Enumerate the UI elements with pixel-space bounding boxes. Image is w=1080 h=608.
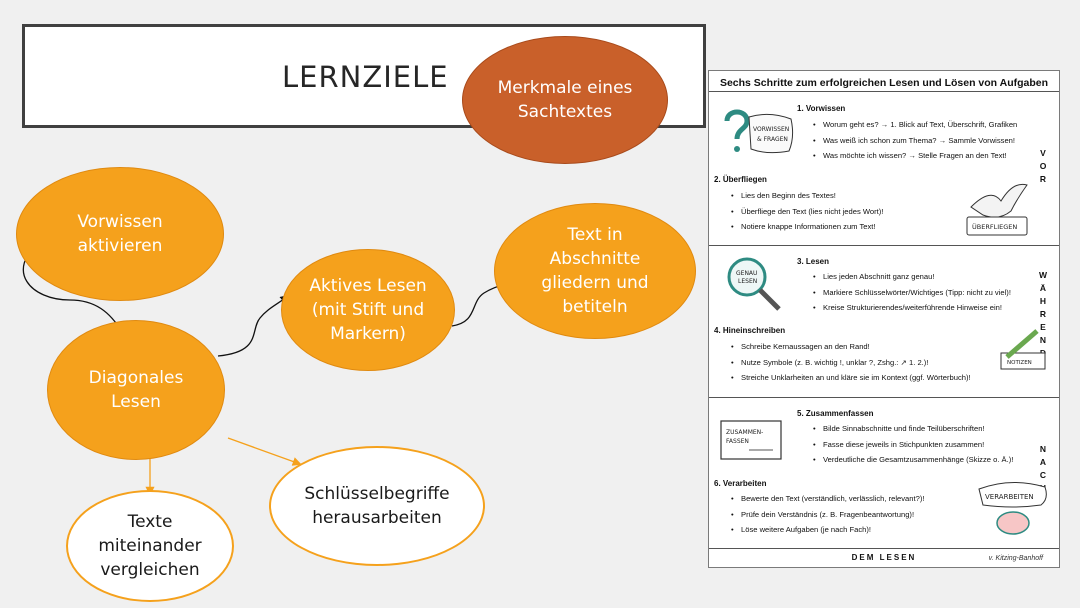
bubble-text-gliedern: Text in Abschnitte gliedern und betiteln <box>494 203 696 339</box>
list-item: Lies den Beginn des Textes! <box>731 188 883 204</box>
step-3-list: Lies jeden Abschnitt ganz genau! Markier… <box>813 269 1011 316</box>
list-item: Notiere knappe Informationen zum Text! <box>731 219 883 235</box>
step-5-heading: 5. Zusammenfassen <box>797 409 874 418</box>
bubble-label: Schlüsselbegriffe heraus­arbeiten <box>304 484 450 528</box>
list-item: Streiche Unklarheiten an und kläre sie i… <box>731 370 971 386</box>
list-item: Schreibe Kernaussagen an den Rand! <box>731 339 971 355</box>
step-1-heading: 1. Vorwissen <box>797 104 846 113</box>
bubble-label: Merkmale eines Sachtextes <box>497 78 633 122</box>
sketch-label: GENAU <box>736 270 757 277</box>
step-2-list: Lies den Beginn des Textes! Überfliege d… <box>731 188 883 235</box>
sketch-label: & FRAGEN <box>757 136 788 143</box>
list-item: Bilde Sinnabschnitte und finde Teilübers… <box>813 421 1013 437</box>
divider <box>709 245 1059 246</box>
bubble-merkmale-sachtext: Merkmale eines Sachtextes <box>462 36 668 164</box>
list-item: Bewerte den Text (verständlich, verlässl… <box>731 491 924 507</box>
step-6-list: Bewerte den Text (verständlich, verlässl… <box>731 491 924 538</box>
sketch-label: ÜBERFLIEGEN <box>972 222 1017 231</box>
brain-sketch-icon: VERARBEITEN <box>978 481 1047 535</box>
step-3-heading: 3. Lesen <box>797 257 830 266</box>
bubble-label: Diagonales Lesen <box>88 368 184 412</box>
list-item: Verdeutliche die Gesamtzusammenhänge (Sk… <box>813 452 1013 468</box>
arrow-vorwissen-diagonales <box>22 241 123 334</box>
list-item: Was weiß ich schon zum Thema? → Sammle V… <box>813 133 1017 149</box>
bubble-diagonales-lesen: Diagonales Lesen <box>47 320 225 460</box>
bubble-schluesselbegriffe: Schlüsselbegriffe heraus­arbeiten <box>269 446 485 566</box>
sketch-label: LESEN <box>738 278 757 285</box>
arrow-diagonales-schluessel <box>227 437 302 466</box>
bubble-aktives-lesen: Aktives Lesen (mit Stift und Markern) <box>281 249 455 371</box>
sketch-label: VERARBEITEN <box>985 493 1034 501</box>
step-4-list: Schreibe Kernaussagen an den Rand! Nutze… <box>731 339 971 386</box>
divider <box>709 548 1059 549</box>
list-item: Nutze Symbole (z. B. wichtig !, unklar ?… <box>731 355 971 371</box>
sketch-label: NOTIZEN <box>1007 360 1032 366</box>
sketch-label: VORWISSEN <box>753 126 789 133</box>
list-item: Kreise Strukturierendes/weiterführende H… <box>813 300 1011 316</box>
panel-title: Sechs Schritte zum erfolgreichen Lesen u… <box>719 77 1049 89</box>
pencil-notes-sketch-icon: NOTIZEN <box>1000 329 1046 370</box>
step-2-heading: 2. Überfliegen <box>714 175 767 184</box>
question-mark-sketch-icon: VORWISSEN & FRAGEN <box>724 109 794 154</box>
list-item: Überfliege den Text (lies nicht jedes Wo… <box>731 204 883 220</box>
list-item: Worum geht es? → 1. Blick auf Text, Über… <box>813 117 1017 133</box>
sketch-label: ZUSAMMEN- <box>726 429 763 436</box>
author-signature: v. Kitzing-Banhoff <box>988 555 1043 562</box>
divider <box>709 397 1059 398</box>
magnifier-sketch-icon: GENAU LESEN <box>727 257 781 311</box>
list-item: Was möchte ich wissen? → Stelle Fragen a… <box>813 148 1017 164</box>
bubble-vorwissen: Vorwissen aktivieren <box>16 167 224 301</box>
list-item: Löse weitere Aufgaben (je nach Fach)! <box>731 522 924 538</box>
divider <box>709 91 1059 92</box>
bubble-label: Aktives Lesen (mit Stift und Markern) <box>309 276 427 344</box>
phase-vor: V O R <box>1039 148 1047 184</box>
summary-card-sketch-icon: ZUSAMMEN- FASSEN <box>720 420 782 460</box>
step-6-heading: 6. Verarbeiten <box>714 479 767 488</box>
list-item: Lies jeden Abschnitt ganz genau! <box>813 269 1011 285</box>
list-item: Fasse diese jeweils in Stichpunkten zusa… <box>813 437 1013 453</box>
sketch-label: FASSEN <box>726 438 749 445</box>
step-1-list: Worum geht es? → 1. Blick auf Text, Über… <box>813 117 1017 164</box>
list-item: Prüfe dein Verständnis (z. B. Fragenbean… <box>731 507 924 523</box>
list-item: Markiere Schlüsselwörter/Wichtiges (Tipp… <box>813 285 1011 301</box>
bubble-label: Vorwissen aktivieren <box>77 212 163 256</box>
panel-footer: DEM LESEN <box>851 553 917 562</box>
bubble-label: Texte miteinander vergleichen <box>98 512 202 580</box>
step-4-heading: 4. Hineinschreiben <box>714 326 786 335</box>
bubble-texte-vergleichen: Texte miteinander vergleichen <box>66 490 234 602</box>
bird-sketch-icon: ÜBERFLIEGEN <box>966 183 1028 236</box>
reading-steps-panel: Sechs Schritte zum erfolgreichen Lesen u… <box>708 70 1060 568</box>
arrow-diagonales-aktives <box>217 294 290 357</box>
bubble-label: Text in Abschnitte gliedern und betiteln <box>541 225 649 317</box>
page-title: LERNZIELE <box>282 60 449 94</box>
step-5-list: Bilde Sinnabschnitte und finde Teilübers… <box>813 421 1013 468</box>
